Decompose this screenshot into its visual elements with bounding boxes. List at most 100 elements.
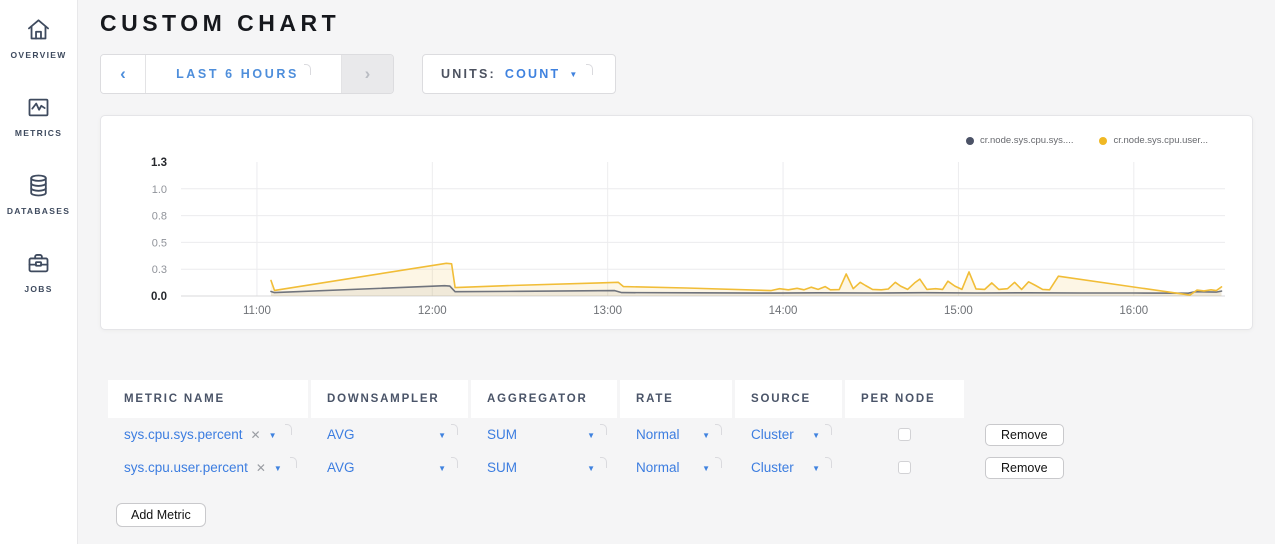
per-node-cell: [845, 428, 964, 441]
chevron-down-icon: ▼: [273, 463, 282, 473]
select-corner-mark: [600, 424, 607, 435]
downsampler-select[interactable]: AVG ▼: [311, 424, 468, 442]
svg-text:0.8: 0.8: [152, 211, 167, 223]
select-corner-mark: [451, 424, 458, 435]
source-select[interactable]: Cluster ▼: [735, 424, 842, 442]
legend-dot-icon: [966, 136, 974, 145]
chevron-down-icon: ▼: [702, 463, 710, 473]
downsampler-select[interactable]: AVG ▼: [311, 457, 468, 475]
aggregator-value: SUM: [487, 427, 517, 442]
remove-button[interactable]: Remove: [985, 423, 1064, 446]
select-corner-mark: [586, 63, 594, 75]
chevron-down-icon: ▼: [438, 430, 446, 440]
sidebar-item-databases[interactable]: DATABASES: [7, 172, 70, 216]
svg-text:13:00: 13:00: [593, 305, 622, 317]
per-node-checkbox[interactable]: [898, 428, 911, 441]
metrics-table: METRIC NAME DOWNSAMPLER AGGREGATOR RATE …: [108, 380, 1253, 527]
source-select[interactable]: Cluster ▼: [735, 457, 842, 475]
units-value: COUNT: [504, 67, 561, 81]
sidebar-item-overview[interactable]: OVERVIEW: [10, 16, 66, 60]
jobs-icon: [25, 250, 52, 277]
metrics-icon: [25, 94, 52, 121]
chevron-down-icon: ▼: [569, 70, 578, 79]
column-header-metric-name: METRIC NAME: [108, 380, 308, 418]
clear-metric-icon[interactable]: ✕: [250, 427, 261, 442]
remove-button[interactable]: Remove: [985, 456, 1064, 479]
downsampler-value: AVG: [327, 460, 355, 475]
time-window-next-button[interactable]: ›: [341, 55, 393, 93]
chart-svg: 1.3 1.0 0.8 0.5 0.3 0.0 11:00 12:00 13:00 14:00 15…: [151, 157, 1225, 317]
chart-card: cr.node.sys.cpu.sys.... cr.node.sys.cpu.…: [100, 115, 1253, 330]
chart-legend: cr.node.sys.cpu.sys.... cr.node.sys.cpu.…: [966, 135, 1208, 146]
svg-text:1.3: 1.3: [151, 157, 167, 169]
home-icon: [25, 16, 52, 43]
select-corner-mark: [600, 457, 607, 468]
column-header-source: SOURCE: [735, 380, 842, 418]
per-node-checkbox[interactable]: [898, 461, 911, 474]
time-window-prev-button[interactable]: ‹: [101, 55, 146, 93]
legend-label: cr.node.sys.cpu.user...: [1113, 135, 1208, 146]
rate-value: Normal: [636, 460, 680, 475]
rate-value: Normal: [636, 427, 680, 442]
select-corner-mark: [825, 424, 832, 435]
controls-row: ‹ LAST 6 HOURS › UNITS: COUNT ▼: [100, 54, 1253, 94]
svg-text:14:00: 14:00: [769, 305, 798, 317]
chevron-down-icon: ▼: [702, 430, 710, 440]
aggregator-select[interactable]: SUM ▼: [471, 424, 617, 442]
clear-metric-icon[interactable]: ✕: [255, 460, 266, 475]
sidebar-item-jobs[interactable]: JOBS: [24, 250, 52, 294]
select-corner-mark: [289, 457, 297, 468]
metric-name-select[interactable]: sys.cpu.sys.percent ✕ ▼: [108, 424, 308, 442]
aggregator-select[interactable]: SUM ▼: [471, 457, 617, 475]
rate-select[interactable]: Normal ▼: [620, 424, 732, 442]
svg-text:12:00: 12:00: [418, 305, 447, 317]
svg-text:0.0: 0.0: [151, 291, 167, 303]
legend-item-sys[interactable]: cr.node.sys.cpu.sys....: [966, 135, 1073, 146]
svg-text:0.5: 0.5: [152, 237, 167, 249]
chevron-down-icon: ▼: [812, 430, 820, 440]
table-row: sys.cpu.user.percent ✕ ▼ AVG ▼ SUM ▼ Nor…: [108, 451, 1253, 484]
time-window-selector: ‹ LAST 6 HOURS ›: [100, 54, 394, 94]
legend-label: cr.node.sys.cpu.sys....: [980, 135, 1074, 146]
metric-name-select[interactable]: sys.cpu.user.percent ✕ ▼: [108, 457, 308, 475]
column-header-aggregator: AGGREGATOR: [471, 380, 617, 418]
per-node-cell: [845, 461, 964, 474]
databases-icon: [25, 172, 52, 199]
metric-name-value: sys.cpu.user.percent: [124, 460, 248, 475]
units-dropdown[interactable]: UNITS: COUNT ▼: [422, 54, 616, 94]
column-header-rate: RATE: [620, 380, 732, 418]
svg-text:16:00: 16:00: [1119, 305, 1148, 317]
chevron-down-icon: ▼: [812, 463, 820, 473]
sidebar-item-metrics[interactable]: METRICS: [15, 94, 62, 138]
select-corner-mark: [284, 424, 292, 435]
chevron-down-icon: ▼: [438, 463, 446, 473]
add-metric-button[interactable]: Add Metric: [116, 503, 206, 527]
downsampler-value: AVG: [327, 427, 355, 442]
row-actions: Remove: [967, 423, 1087, 446]
source-value: Cluster: [751, 460, 794, 475]
svg-text:1.0: 1.0: [152, 184, 167, 196]
sidebar-item-label: JOBS: [24, 284, 53, 294]
select-corner-mark: [451, 457, 458, 468]
sidebar: OVERVIEW METRICS DATABASES: [0, 0, 78, 544]
main-content: CUSTOM CHART ‹ LAST 6 HOURS › UNITS: COU…: [78, 0, 1275, 544]
select-corner-mark: [303, 63, 311, 75]
legend-item-user[interactable]: cr.node.sys.cpu.user...: [1099, 135, 1208, 146]
column-header-downsampler: DOWNSAMPLER: [311, 380, 468, 418]
sidebar-item-label: METRICS: [14, 128, 63, 138]
rate-select[interactable]: Normal ▼: [620, 457, 732, 475]
time-window-range-dropdown[interactable]: LAST 6 HOURS: [146, 55, 341, 93]
svg-text:0.3: 0.3: [152, 264, 167, 276]
sidebar-item-label: DATABASES: [6, 206, 71, 216]
chevron-down-icon: ▼: [587, 463, 595, 473]
chevron-down-icon: ▼: [268, 430, 277, 440]
metric-name-value: sys.cpu.sys.percent: [124, 427, 243, 442]
column-header-per-node: PER NODE: [845, 380, 964, 418]
units-prefix-label: UNITS:: [441, 67, 496, 81]
legend-dot-icon: [1099, 136, 1108, 145]
select-corner-mark: [825, 457, 832, 468]
svg-text:15:00: 15:00: [944, 305, 973, 317]
svg-text:11:00: 11:00: [243, 305, 271, 317]
source-value: Cluster: [751, 427, 794, 442]
time-window-range-label: LAST 6 HOURS: [176, 67, 299, 81]
